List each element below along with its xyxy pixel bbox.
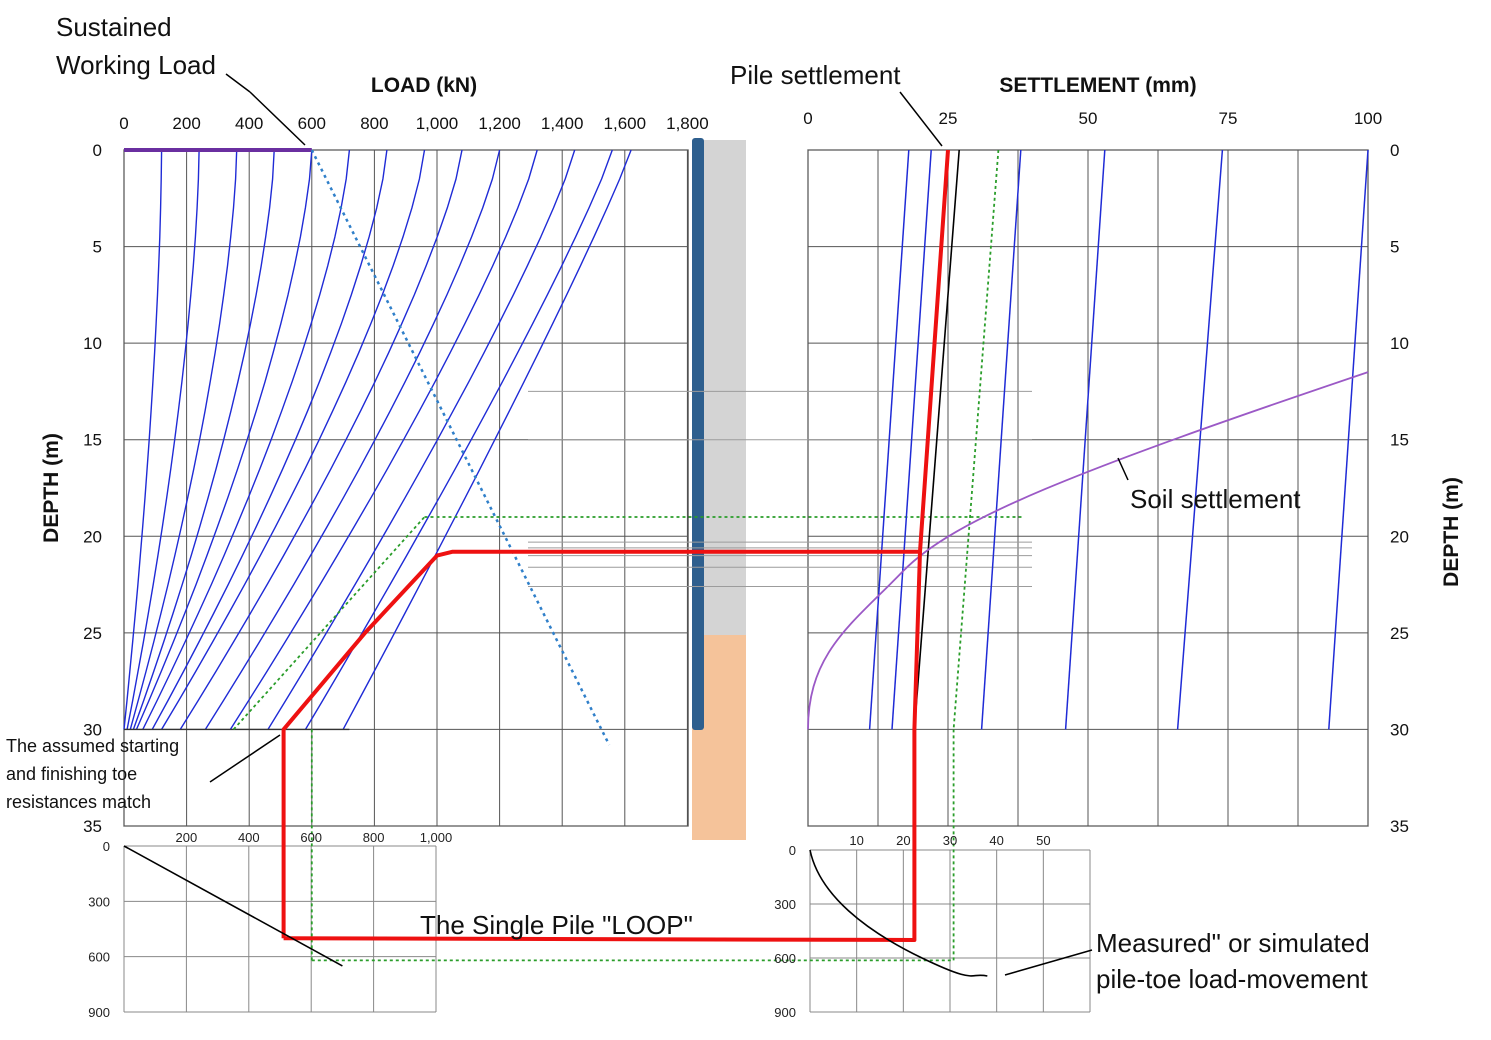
load-curve-7 [151, 149, 388, 730]
toe-left-x-tick: 200 [176, 830, 198, 845]
settlement-isoline-4 [1064, 149, 1106, 730]
sustained-label-2: Working Load [56, 50, 216, 80]
load-x-tick: 400 [235, 114, 263, 133]
pile-compression-line [913, 149, 960, 730]
toe-right-x-tick: 30 [943, 833, 957, 848]
settlement-y-tick: 15 [1390, 431, 1409, 450]
soil-settlement-pointer [1117, 457, 1129, 481]
toe-right-y-tick: 900 [774, 1005, 796, 1020]
settlement-isoline-5 [1176, 149, 1224, 730]
neutral-plane-line [310, 149, 611, 746]
toe-load-movement-right [809, 849, 988, 977]
settlement-x-tick: 75 [1219, 109, 1238, 128]
load-x-tick: 1,200 [478, 114, 521, 133]
load-y-tick: 15 [83, 431, 102, 450]
load-x-tick: 200 [172, 114, 200, 133]
load-curve-8 [160, 149, 426, 730]
toe-right-x-tick: 20 [896, 833, 910, 848]
sustained-pointer-2 [249, 91, 306, 146]
load-x-tick: 1,600 [604, 114, 647, 133]
settlement-y-tick: 20 [1390, 527, 1409, 546]
sustained-pointer [225, 73, 251, 93]
load-curve-5 [135, 149, 313, 730]
load-curve-1 [123, 149, 163, 730]
soil-settlement-label: Soil settlement [1130, 484, 1301, 514]
settlement-x-tick: 0 [803, 109, 812, 128]
toe-right-y-tick: 300 [774, 897, 796, 912]
toe-load-movement-left [123, 845, 343, 967]
measured-toe-label-2: pile-toe load-movement [1096, 964, 1368, 994]
load-curve-9 [179, 149, 463, 730]
load-curve-12 [267, 149, 576, 730]
load-x-tick: 1,400 [541, 114, 584, 133]
settlement-axis-title: SETTLEMENT (mm) [999, 74, 1196, 97]
settlement-y-tick: 0 [1390, 141, 1399, 160]
single-pile-loop-label: The Single Pile "LOOP" [420, 910, 693, 940]
toe-right-x-tick: 40 [989, 833, 1003, 848]
pile-settlement-label: Pile settlement [730, 60, 901, 90]
settlement-y-tick: 10 [1390, 334, 1409, 353]
single-pile-loop-lower [283, 551, 922, 942]
load-curve-14 [342, 149, 632, 730]
settlement-x-tick: 50 [1079, 109, 1098, 128]
settlement-x-tick: 25 [939, 109, 958, 128]
load-x-tick: 0 [119, 114, 128, 133]
load-curve-11 [229, 149, 538, 730]
settlement-isoline-3 [980, 149, 1022, 730]
sustained-label-1: Sustained [56, 12, 172, 42]
load-depth-label: DEPTH (m) [40, 433, 63, 543]
assumed-toe-label-2: and finishing toe [6, 764, 137, 784]
settlement-y-tick: 30 [1390, 720, 1409, 739]
settlement-y-tick: 5 [1390, 238, 1399, 257]
toe-left-x-tick: 400 [238, 830, 260, 845]
toe-left-y-tick: 0 [103, 839, 110, 854]
load-y-tick: 20 [83, 527, 102, 546]
toe-left-y-tick: 600 [88, 950, 110, 965]
soil-settlement-curve [807, 371, 1369, 730]
toe-left-x-tick: 600 [300, 830, 322, 845]
load-y-tick: 35 [83, 817, 102, 836]
load-axis-title: LOAD (kN) [371, 74, 477, 97]
settlement-isoline-6 [1328, 149, 1369, 730]
load-curve-6 [142, 149, 351, 730]
settlement-isoline-2 [891, 149, 932, 730]
toe-right-y-tick: 0 [789, 843, 796, 858]
toe-right-y-tick: 600 [774, 951, 796, 966]
measured-toe-pointer [1004, 949, 1093, 976]
load-y-tick: 0 [93, 141, 102, 160]
pile-settlement-pointer [899, 91, 943, 147]
load-y-tick: 25 [83, 624, 102, 643]
settlement-y-tick: 35 [1390, 817, 1409, 836]
load-curve-3 [129, 149, 238, 730]
load-y-tick: 5 [93, 238, 102, 257]
load-curve-4 [132, 149, 275, 730]
settlement-isoline-1 [868, 149, 910, 730]
assumed-toe-pointer [209, 734, 281, 783]
pile-column [692, 138, 704, 730]
green-guide-settlement [952, 149, 1000, 730]
toe-left-y-tick: 900 [88, 1005, 110, 1020]
toe-right-x-tick: 50 [1036, 833, 1050, 848]
settlement-depth-label: DEPTH (m) [1440, 477, 1463, 587]
load-curve-2 [126, 149, 200, 730]
measured-toe-label-1: Measured" or simulated [1096, 928, 1370, 958]
load-x-tick: 800 [360, 114, 388, 133]
load-y-tick: 30 [83, 720, 102, 739]
settlement-x-tick: 100 [1354, 109, 1382, 128]
assumed-toe-label-1: The assumed starting [6, 736, 179, 756]
load-x-tick: 1,800 [666, 114, 709, 133]
load-curve-13 [304, 149, 613, 730]
load-y-tick: 10 [83, 334, 102, 353]
load-curve-10 [204, 149, 501, 730]
toe-left-x-tick: 1,000 [420, 830, 453, 845]
settlement-y-tick: 25 [1390, 624, 1409, 643]
assumed-toe-label-3: resistances match [6, 792, 151, 812]
toe-left-x-tick: 800 [363, 830, 385, 845]
toe-left-y-tick: 300 [88, 894, 110, 909]
load-x-tick: 1,000 [416, 114, 459, 133]
toe-right-x-tick: 10 [849, 833, 863, 848]
load-x-tick: 600 [298, 114, 326, 133]
